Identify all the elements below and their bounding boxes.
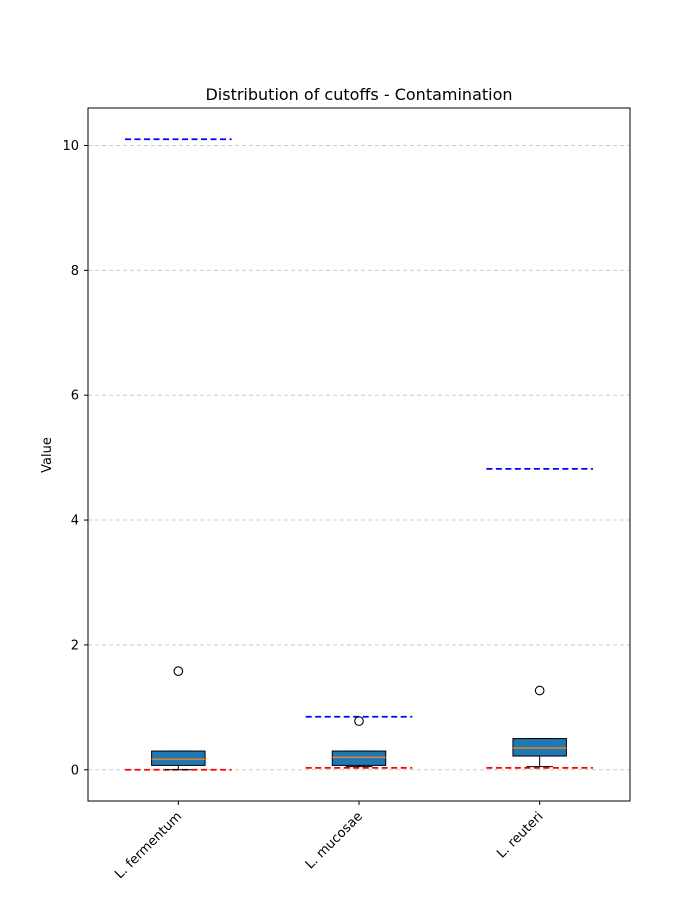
cutoff-layer	[125, 138, 593, 771]
x-tick-layer: L. fermentum L. mucosae L. reuteri	[112, 801, 546, 882]
outlier-point	[173, 666, 184, 676]
chart-title: Distribution of cutoffs - Contamination	[205, 85, 512, 104]
y-tick-label: 0	[71, 763, 79, 778]
y-tick-label: 4	[71, 514, 79, 529]
grid-layer	[88, 144, 630, 771]
y-axis-label: Value	[40, 437, 55, 473]
y-tick-label: 8	[71, 264, 79, 279]
y-tick-label: 10	[62, 139, 79, 154]
plot-frame	[87, 107, 631, 802]
box-iqr	[331, 750, 387, 766]
outlier-point	[354, 716, 364, 726]
x-tick-label: L. fermentum	[112, 809, 185, 882]
x-tick-label: L. mucosae	[303, 809, 366, 872]
outlier-point	[534, 685, 545, 696]
box-iqr	[151, 750, 206, 766]
x-tick-label: L. reuteri	[494, 809, 546, 861]
box-layer	[151, 666, 567, 771]
y-tick-label: 2	[71, 638, 79, 653]
y-tick-label: 6	[71, 389, 79, 404]
y-tick-layer: 0 2 4 6 8 10	[62, 139, 88, 778]
